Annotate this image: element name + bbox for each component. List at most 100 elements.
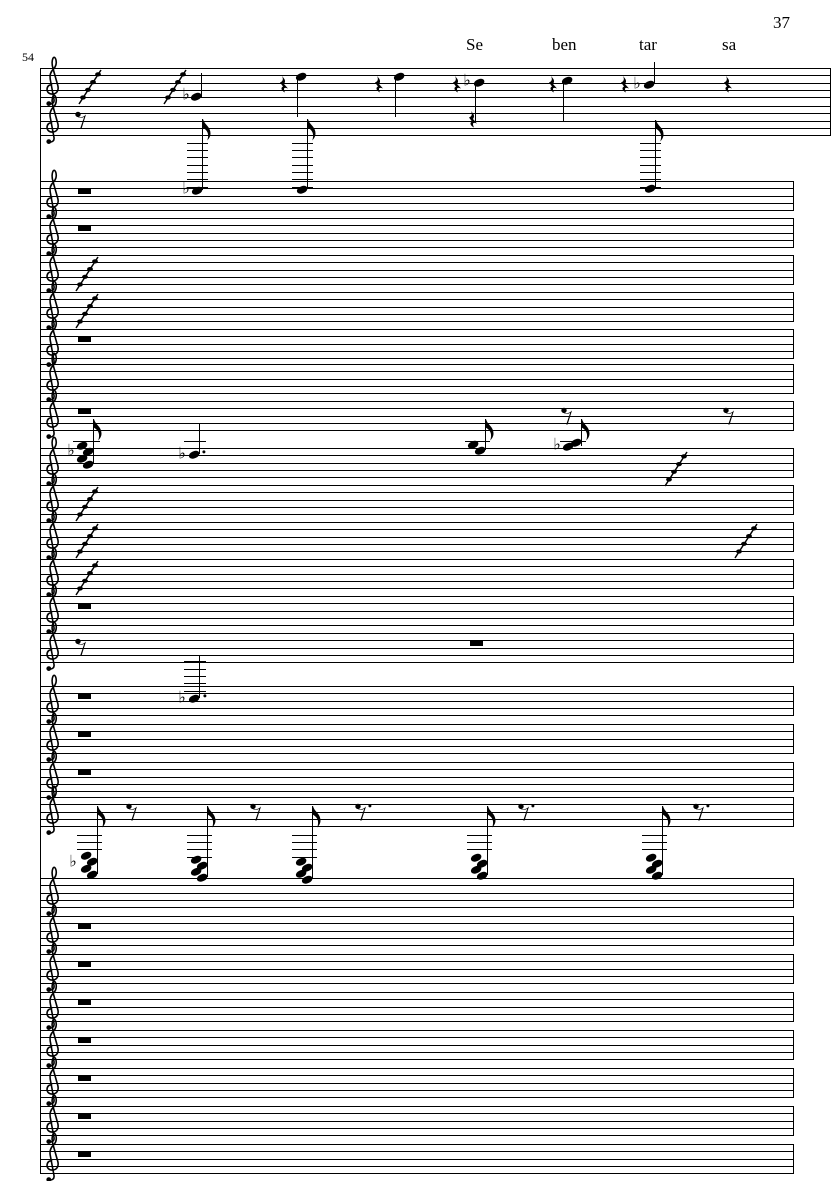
staff-line — [40, 321, 794, 323]
quarter-rest-icon — [453, 76, 461, 93]
staff-line — [40, 916, 794, 918]
treble-clef-icon — [42, 435, 64, 486]
staff-line — [40, 313, 794, 316]
ledger-line — [642, 834, 667, 836]
ledger-line — [187, 834, 212, 836]
ledger-line — [187, 142, 208, 144]
stem — [394, 78, 396, 117]
whole-rest — [78, 408, 91, 414]
staff-line — [40, 247, 794, 249]
ledger-line — [184, 690, 206, 692]
treble-clef-icon — [42, 546, 64, 597]
staff-line — [40, 522, 794, 524]
staff-line — [40, 769, 794, 771]
staff-line — [40, 804, 794, 806]
treble-clef-icon — [42, 941, 64, 992]
staff-line — [40, 329, 794, 331]
staff-line — [40, 647, 794, 649]
staff-line — [40, 97, 831, 99]
whole-rest — [78, 603, 91, 609]
staff-line — [40, 937, 794, 940]
staff-end-barline — [792, 1068, 794, 1099]
staff-line — [40, 954, 794, 956]
staff-end-barline — [792, 596, 794, 627]
eighth-flag-icon — [207, 806, 215, 828]
staff-line — [40, 188, 794, 190]
staff-line — [40, 262, 794, 264]
ledger-line — [187, 842, 212, 844]
ledger-line — [73, 440, 100, 442]
augmentation-dot — [531, 804, 535, 808]
stem — [311, 806, 313, 879]
staff-line — [40, 783, 794, 786]
ledger-line — [77, 842, 102, 844]
treble-clef-icon — [42, 168, 64, 219]
eighth-rest-icon — [126, 803, 137, 821]
ledger-line — [187, 157, 208, 159]
staff-line — [40, 364, 794, 366]
treble-clef-icon — [42, 583, 64, 634]
eighth-rest-icon — [250, 803, 261, 821]
staff-line — [40, 693, 794, 695]
ledger-line — [184, 683, 206, 685]
staff-line — [40, 818, 794, 821]
flat-sign: ♭ — [178, 687, 186, 707]
staff-line — [40, 1089, 794, 1092]
whole-rest — [78, 188, 91, 194]
staff-end-barline — [792, 1144, 794, 1175]
stem — [562, 82, 564, 121]
staff-end-barline — [792, 1106, 794, 1137]
system-barline — [40, 68, 42, 1173]
eighth-rest-icon — [723, 407, 734, 425]
staff-line — [40, 202, 794, 205]
staff-end-barline — [792, 485, 794, 516]
quarter-rest-icon — [549, 76, 557, 93]
staff-line — [40, 499, 794, 501]
flat-sign: ♭ — [178, 443, 186, 463]
staff-line — [40, 968, 794, 970]
eighth-flag-icon — [662, 806, 670, 828]
staff-line — [40, 776, 794, 778]
augmentation-dot — [202, 450, 206, 454]
treble-clef-icon — [42, 93, 64, 144]
staff-line — [40, 485, 794, 487]
staff-line — [40, 89, 831, 92]
eighth-flag-icon — [485, 419, 493, 441]
staff-line — [40, 543, 794, 546]
eighth-flag-icon — [312, 806, 320, 828]
staff-line — [40, 195, 794, 197]
staff-line — [40, 455, 794, 457]
staff-line — [40, 878, 794, 880]
staff-line — [40, 82, 831, 84]
staff-line — [40, 239, 794, 242]
staff-end-barline — [792, 954, 794, 985]
staff-line — [40, 135, 831, 137]
ledger-line — [640, 157, 661, 159]
staff-line — [40, 350, 794, 353]
stem — [661, 806, 663, 875]
staff-line — [40, 617, 794, 620]
ledger-line — [184, 668, 206, 670]
staff-line — [40, 715, 794, 717]
stem — [653, 62, 655, 84]
staff-line — [40, 1158, 794, 1160]
ledger-line — [292, 157, 313, 159]
eighth-rest-icon — [75, 111, 86, 129]
staff-line — [40, 1044, 794, 1046]
treble-clef-icon — [42, 388, 64, 439]
staff-line — [40, 1135, 794, 1137]
staff-line — [40, 536, 794, 538]
flat-sign: ♭ — [182, 180, 190, 197]
staff-line — [40, 210, 794, 212]
quarter-rest-icon — [724, 76, 732, 93]
staff-line — [40, 1075, 794, 1077]
treble-clef-icon — [42, 620, 64, 671]
eighth-rest-icon — [561, 407, 572, 425]
treble-clef-icon — [42, 673, 64, 724]
staff-line — [40, 610, 794, 612]
staff-line — [40, 422, 794, 425]
staff-line — [40, 181, 794, 183]
eighth-flag-icon — [655, 120, 663, 142]
staff-line — [40, 573, 794, 575]
